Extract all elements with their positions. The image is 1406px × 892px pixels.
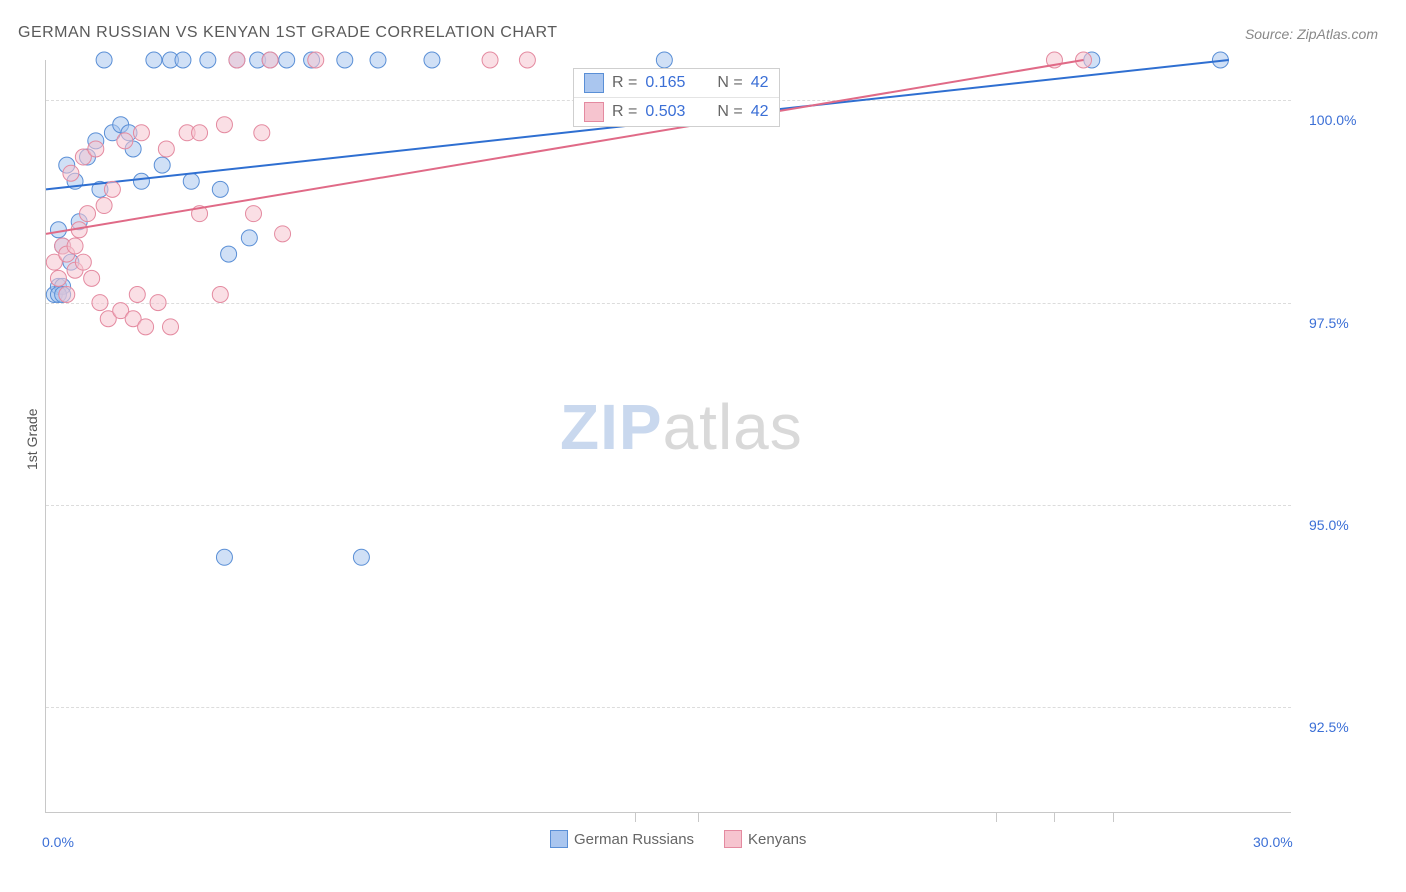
n-label: N =	[717, 103, 742, 121]
legend-label: Kenyans	[748, 831, 806, 848]
data-point	[92, 295, 108, 311]
trend-line	[46, 60, 1084, 234]
data-point	[200, 52, 216, 68]
series-legend: German Russians Kenyans	[550, 830, 806, 848]
correlation-row: R = 0.165 N = 42	[574, 69, 779, 97]
data-point	[370, 52, 386, 68]
data-point	[96, 52, 112, 68]
legend-swatch	[724, 830, 742, 848]
data-point	[241, 230, 257, 246]
data-point	[80, 206, 96, 222]
data-point	[212, 286, 228, 302]
data-point	[275, 226, 291, 242]
data-point	[308, 52, 324, 68]
data-point	[117, 133, 133, 149]
data-point	[50, 270, 66, 286]
y-tick-label: 97.5%	[1309, 315, 1349, 331]
data-point	[88, 141, 104, 157]
data-point	[75, 254, 91, 270]
n-value: 42	[751, 74, 769, 92]
data-point	[175, 52, 191, 68]
data-point	[337, 52, 353, 68]
data-point	[150, 295, 166, 311]
source-attribution: Source: ZipAtlas.com	[1245, 26, 1378, 42]
data-point	[154, 157, 170, 173]
legend-label: German Russians	[574, 831, 694, 848]
scatter-plot: 92.5%95.0%97.5%100.0%0.0%30.0%	[45, 60, 1291, 813]
x-tick	[996, 812, 997, 822]
data-point	[279, 52, 295, 68]
x-tick	[635, 812, 636, 822]
x-tick	[1054, 812, 1055, 822]
x-tick-label: 30.0%	[1253, 834, 1293, 850]
data-point	[216, 117, 232, 133]
n-label: N =	[717, 74, 742, 92]
y-axis-label: 1st Grade	[24, 409, 40, 470]
data-point	[192, 125, 208, 141]
data-point	[104, 181, 120, 197]
data-point	[129, 286, 145, 302]
data-point	[50, 222, 66, 238]
data-point	[353, 549, 369, 565]
x-tick	[698, 812, 699, 822]
data-point	[482, 52, 498, 68]
data-point	[158, 141, 174, 157]
legend-item: German Russians	[550, 830, 694, 848]
r-value: 0.165	[645, 74, 685, 92]
y-tick-label: 100.0%	[1309, 112, 1356, 128]
data-point	[246, 206, 262, 222]
data-point	[183, 173, 199, 189]
correlation-legend-box: R = 0.165 N = 42 R = 0.503 N = 42	[573, 68, 780, 127]
data-point	[424, 52, 440, 68]
x-tick-label: 0.0%	[42, 834, 74, 850]
r-label: R =	[612, 103, 637, 121]
data-point	[163, 319, 179, 335]
n-value: 42	[751, 103, 769, 121]
series-swatch	[584, 102, 604, 122]
data-point	[84, 270, 100, 286]
data-point	[67, 238, 83, 254]
data-point	[133, 173, 149, 189]
data-point	[254, 125, 270, 141]
data-point	[212, 181, 228, 197]
x-tick	[1113, 812, 1114, 822]
data-point	[216, 549, 232, 565]
legend-item: Kenyans	[724, 830, 806, 848]
data-point	[656, 52, 672, 68]
data-point	[519, 52, 535, 68]
data-point	[133, 125, 149, 141]
data-point	[63, 165, 79, 181]
r-label: R =	[612, 74, 637, 92]
data-point	[221, 246, 237, 262]
plot-svg	[46, 60, 1291, 812]
data-point	[229, 52, 245, 68]
series-swatch	[584, 73, 604, 93]
data-point	[262, 52, 278, 68]
legend-swatch	[550, 830, 568, 848]
chart-title: GERMAN RUSSIAN VS KENYAN 1ST GRADE CORRE…	[18, 24, 558, 42]
y-tick-label: 95.0%	[1309, 517, 1349, 533]
data-point	[146, 52, 162, 68]
y-tick-label: 92.5%	[1309, 719, 1349, 735]
r-value: 0.503	[645, 103, 685, 121]
data-point	[59, 286, 75, 302]
correlation-row: R = 0.503 N = 42	[574, 97, 779, 126]
data-point	[96, 198, 112, 214]
data-point	[138, 319, 154, 335]
